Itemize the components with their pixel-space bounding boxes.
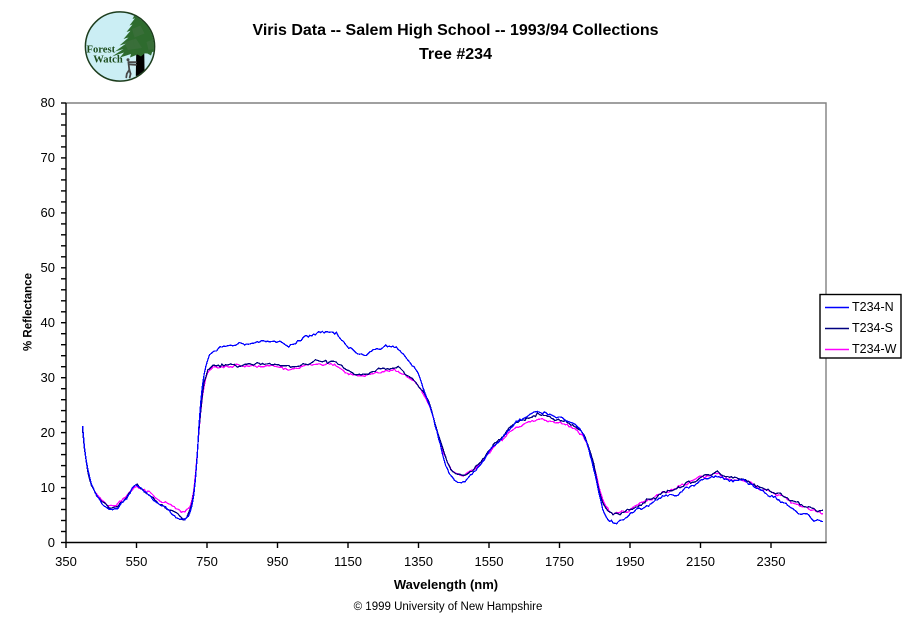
svg-text:Watch: Watch (93, 54, 123, 65)
svg-text:Forest: Forest (87, 45, 116, 56)
